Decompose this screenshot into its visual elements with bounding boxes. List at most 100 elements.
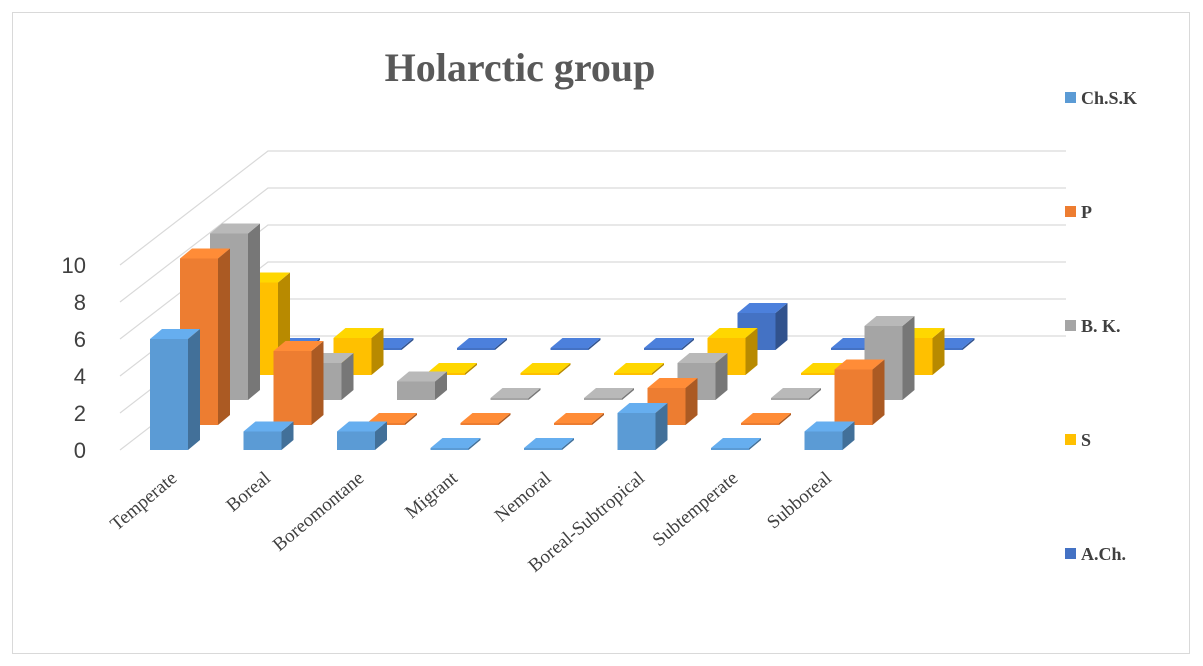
bar-side <box>682 338 694 350</box>
bar-front <box>430 448 469 450</box>
legend-swatch <box>1065 548 1076 559</box>
bar-p <box>273 341 324 425</box>
bar-top <box>337 421 387 432</box>
bar-side <box>749 438 761 450</box>
bar-chsk <box>711 438 761 450</box>
bar-top <box>711 438 761 448</box>
bar-side <box>902 316 915 400</box>
bar-side <box>468 438 481 450</box>
legend-item: S <box>1065 430 1091 450</box>
bar-side <box>248 223 260 400</box>
category-label: Nemoral <box>491 468 555 527</box>
bar-side <box>371 328 384 375</box>
bars <box>150 223 975 450</box>
bar-front <box>524 448 562 450</box>
bar-side <box>842 421 855 450</box>
bar-side <box>745 328 758 375</box>
bar-side <box>188 329 200 450</box>
legend-item: Ch.S.K <box>1065 88 1137 108</box>
bar-front <box>490 398 529 400</box>
legend-label: P <box>1081 202 1092 222</box>
bar-top <box>430 438 481 448</box>
bar-front <box>150 339 188 450</box>
bar-side <box>435 371 447 400</box>
bar-side <box>375 421 387 450</box>
bar-front <box>584 398 622 400</box>
y-tick-label: 2 <box>74 401 86 426</box>
y-tick-label: 6 <box>74 327 86 352</box>
bar-p <box>741 413 791 425</box>
legend-item: B. K. <box>1065 316 1121 336</box>
bar-bk <box>584 388 634 400</box>
bar-side <box>341 353 354 400</box>
bar-side <box>562 438 574 450</box>
bar-p <box>834 359 885 425</box>
bar-top <box>490 388 541 398</box>
y-axis-ticks: 0 2 4 6 8 10 <box>62 253 86 463</box>
bar-top <box>677 353 728 363</box>
legend-label: B. K. <box>1081 316 1121 336</box>
bar-top <box>617 403 668 413</box>
legend-swatch <box>1065 206 1076 217</box>
bar-chsk <box>617 403 668 450</box>
y-tick-label: 10 <box>62 253 86 278</box>
bar-top <box>584 388 634 398</box>
bar-chsk <box>243 421 294 450</box>
category-label: Boreomontane <box>269 468 368 556</box>
bar-side <box>281 421 294 450</box>
legend-item: A.Ch. <box>1065 544 1126 564</box>
gridline <box>119 150 1066 266</box>
bar-top <box>614 363 664 373</box>
bar-side <box>962 338 975 350</box>
y-tick-label: 0 <box>74 438 86 463</box>
bar-side <box>588 338 601 350</box>
bar-top <box>644 338 694 348</box>
bar-top <box>554 413 604 423</box>
category-label: Subtemperate <box>649 468 743 551</box>
bar-front <box>520 373 559 375</box>
gridline <box>119 187 1066 303</box>
bar-side <box>311 341 324 425</box>
bar-front <box>614 373 652 375</box>
bar-front <box>644 348 682 350</box>
bar-front <box>617 413 656 450</box>
bar-top <box>273 341 324 351</box>
bar-side <box>498 413 511 425</box>
legend-item: P <box>1065 202 1092 222</box>
bar-top <box>707 328 758 338</box>
bar-front <box>831 348 869 350</box>
bar-top <box>834 359 885 370</box>
legend-label: Ch.S.K <box>1081 88 1137 108</box>
legend-swatch <box>1065 434 1076 445</box>
bar-top <box>524 438 574 448</box>
bar-front <box>273 351 312 425</box>
bar-p <box>460 413 511 425</box>
bar-top <box>397 371 447 382</box>
gridline <box>119 224 1066 340</box>
bar-top <box>180 248 230 259</box>
bar-side <box>775 303 788 350</box>
bar-front <box>397 381 435 400</box>
bar-ach <box>550 338 601 350</box>
bar-top <box>243 421 294 432</box>
bar-side <box>809 388 821 400</box>
bar-side <box>932 328 945 375</box>
legend: Ch.S.K P B. K. S A.Ch. <box>1065 88 1137 564</box>
bar-chsk <box>337 421 387 450</box>
bar-top <box>804 421 855 432</box>
bar-side <box>652 363 664 375</box>
bar-top <box>460 413 511 423</box>
bar-side <box>685 378 698 425</box>
bar-ach <box>457 338 507 350</box>
y-tick-label: 8 <box>74 290 86 315</box>
bar-side <box>558 363 571 375</box>
bar-top <box>741 413 791 423</box>
bar-side <box>528 388 541 400</box>
bar-top <box>427 363 477 373</box>
bar-side <box>405 413 417 425</box>
bar-p <box>554 413 604 425</box>
bar-top <box>457 338 507 348</box>
bar-side <box>495 338 507 350</box>
bar-front <box>550 348 589 350</box>
